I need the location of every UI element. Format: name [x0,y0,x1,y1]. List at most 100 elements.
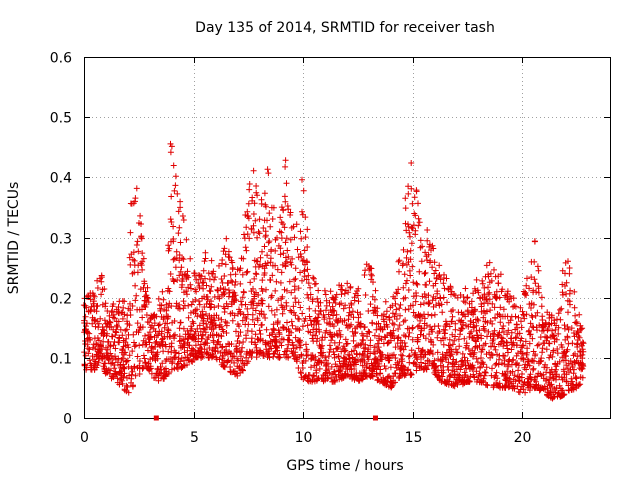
data-point [534,263,541,270]
data-point [264,166,271,173]
data-point [229,264,236,271]
data-point [480,375,487,382]
data-point [262,315,269,321]
data-point [305,272,312,279]
data-point [472,307,479,314]
data-point [306,313,313,320]
data-point [297,228,304,235]
data-point [492,315,499,322]
data-point [407,247,414,254]
data-point [198,349,205,355]
data-point [445,359,452,366]
data-point [260,225,267,231]
data-point [240,289,247,296]
data-point [538,294,545,301]
data-point [316,365,323,372]
data-point [124,357,131,364]
data-point [494,375,501,382]
data-point [231,312,238,319]
data-point [312,280,319,287]
data-point [433,363,440,370]
data-point [273,338,280,345]
data-point [374,305,381,312]
data-point [222,251,229,258]
data-point [515,314,522,321]
data-point [470,364,477,371]
data-point [521,315,528,322]
data-point [440,280,447,287]
data-point [442,327,449,333]
data-point [529,357,536,364]
x-tick-label: 5 [190,430,199,446]
data-point [328,374,335,381]
data-point [396,305,403,312]
data-point [555,330,562,337]
data-point [407,272,414,279]
data-point [302,214,309,221]
data-point [492,346,499,353]
data-point [289,322,296,329]
data-point [219,257,226,263]
data-gap-marker [153,415,159,421]
data-point [221,290,228,297]
data-point [412,298,419,305]
data-point [107,343,114,350]
data-point [523,366,530,373]
data-point [387,337,394,344]
data-point [203,311,209,317]
data-point [199,332,206,339]
data-point [312,353,319,360]
data-point [264,217,270,224]
data-point [479,277,486,284]
data-point [417,331,424,338]
data-point [387,364,394,371]
data-point [315,303,322,310]
data-point [121,311,128,318]
data-point [418,258,425,265]
data-point [211,317,218,324]
data-point [410,309,417,316]
data-point [183,236,190,243]
data-point [483,308,490,315]
data-point [440,341,447,348]
data-point [360,351,367,358]
data-point [382,365,389,372]
data-point [473,322,480,329]
data-point [336,339,343,346]
data-point [120,373,127,380]
data-point [119,380,126,387]
data-point [530,366,536,373]
data-point [221,305,228,312]
data-point [154,355,161,362]
data-point [94,285,101,291]
data-point [87,296,94,303]
x-tick-label: 20 [514,430,532,446]
data-point [484,319,491,326]
data-point [454,381,461,388]
data-point [249,311,256,318]
data-point [562,353,569,360]
y-tick-label: 0.1 [50,352,72,368]
data-point [463,342,470,349]
data-point [155,377,162,384]
data-point [196,284,203,291]
data-point [228,341,235,347]
data-point [315,321,322,328]
data-point [430,245,437,252]
data-point [170,256,177,263]
data-point [256,216,263,223]
data-point [124,318,130,325]
data-point [156,321,163,328]
data-point [251,275,258,282]
data-point [167,149,174,156]
data-point [253,271,260,278]
data-point [330,307,337,314]
data-point [282,198,289,205]
data-point [579,325,586,332]
data-point [437,276,444,283]
data-point [335,353,342,360]
data-point [253,354,260,361]
data-point [405,353,412,360]
data-point [478,303,485,310]
data-point [268,345,275,352]
